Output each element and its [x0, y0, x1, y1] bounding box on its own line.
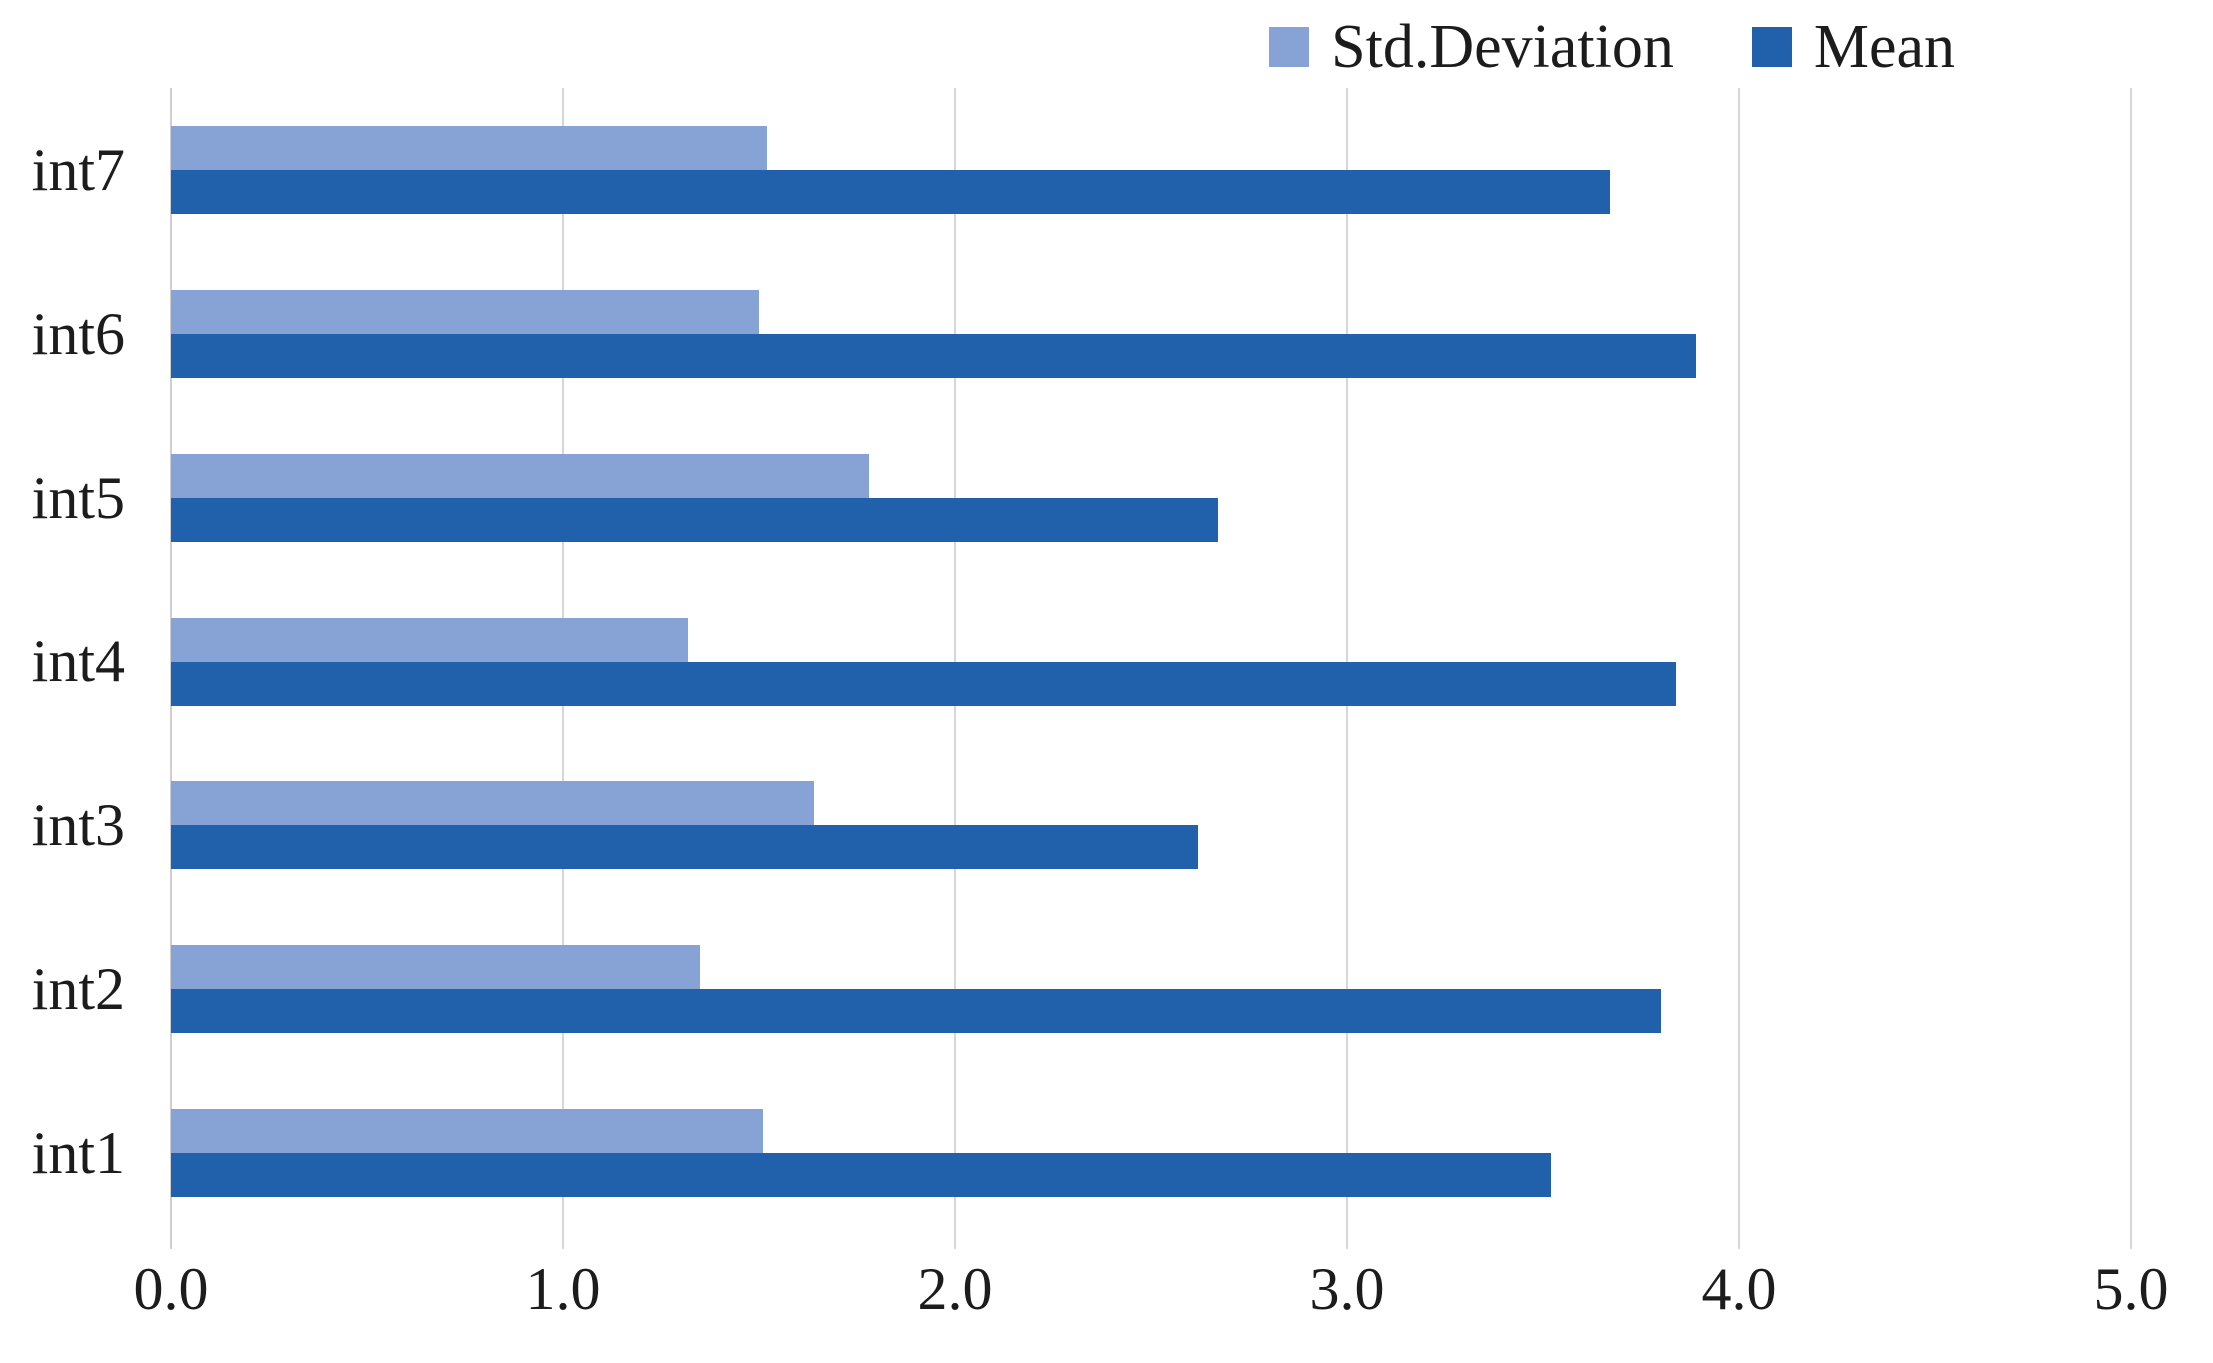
- legend-item-mean: Mean: [1751, 13, 1955, 81]
- gridline-x-5.0: [2130, 88, 2132, 1249]
- x-tick-label: 1.0: [525, 1256, 601, 1322]
- x-tick-label: 4.0: [1701, 1256, 1777, 1322]
- legend-label: Std.Deviation: [1331, 13, 1674, 81]
- bar-int7-std-deviation: [171, 126, 767, 170]
- bar-int1-std-deviation: [171, 1109, 763, 1154]
- y-category-label: int4: [31, 628, 125, 695]
- plot-area: 0.0 1.0 2.0 3.0 4.0 5.0 int7 int6 int5 int4 int3 in…: [32, 88, 2169, 1319]
- bar-int6-mean: [171, 333, 1696, 378]
- bar-int5-mean: [171, 497, 1218, 542]
- x-tick-label: 2.0: [917, 1256, 993, 1322]
- legend-label: Mean: [1813, 13, 1955, 81]
- bar-int4-mean: [171, 661, 1677, 706]
- category-band-int1: int1: [32, 1071, 2131, 1235]
- category-band-int3: int3: [32, 743, 2131, 907]
- category-band-int7: int7: [32, 88, 2131, 252]
- bar-int2-std-deviation: [171, 945, 701, 990]
- y-category-label: int7: [31, 136, 125, 203]
- bar-int4-std-deviation: [171, 617, 689, 662]
- bar-int5-std-deviation: [171, 453, 869, 498]
- gridline-x-4.0: [1738, 88, 1740, 1249]
- y-category-label: int6: [31, 300, 125, 367]
- bar-group-int5: [171, 453, 2131, 542]
- bar-group-int2: [171, 945, 2131, 1034]
- bar-int3-mean: [171, 825, 1199, 870]
- bar-group-int4: [171, 617, 2131, 706]
- legend-item-std-deviation: Std.Deviation: [1269, 16, 1674, 78]
- y-category-label: int5: [31, 464, 125, 531]
- bar-group-int7: [171, 126, 2131, 214]
- bar-int2-mean: [171, 989, 1661, 1034]
- bar-int1-mean: [171, 1153, 1551, 1198]
- category-band-int5: int5: [32, 416, 2131, 580]
- bar-int7-mean: [171, 170, 1610, 214]
- x-tick-label: 3.0: [1309, 1256, 1385, 1322]
- legend-swatch-icon: [1751, 27, 1792, 67]
- bar-int6-std-deviation: [171, 289, 759, 334]
- chart-legend: Std.Deviation Mean: [1269, 16, 1955, 78]
- bar-int3-std-deviation: [171, 781, 814, 826]
- x-tick-label: 0.0: [133, 1256, 209, 1322]
- y-category-label: int3: [31, 792, 125, 859]
- y-category-label: int2: [31, 956, 125, 1023]
- legend-swatch-icon: [1269, 27, 1310, 67]
- bar-group-int3: [171, 781, 2131, 870]
- y-category-label: int1: [31, 1120, 125, 1187]
- x-tick-label: 5.0: [2093, 1256, 2169, 1322]
- category-band-int2: int2: [32, 907, 2131, 1071]
- category-band-int6: int6: [32, 252, 2131, 416]
- category-band-int4: int4: [32, 580, 2131, 744]
- bar-group-int6: [171, 289, 2131, 378]
- bar-group-int1: [171, 1109, 2131, 1198]
